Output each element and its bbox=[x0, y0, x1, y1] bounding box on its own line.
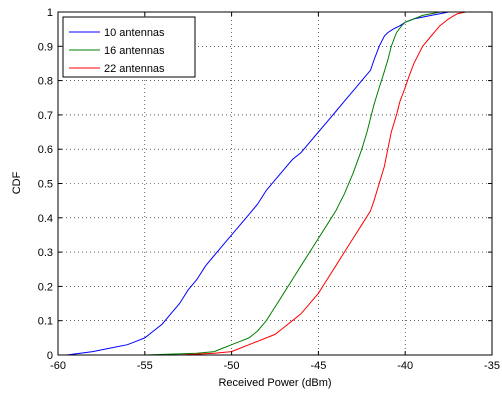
series-group bbox=[66, 11, 467, 356]
y-tick-label: 0.7 bbox=[38, 110, 53, 122]
y-tick-label: 0.4 bbox=[38, 213, 53, 225]
legend-label-3: 22 antennas bbox=[104, 63, 165, 75]
ticks: -60 -55 -50 -45 -40 -35 0 0.1 0.2 0.3 0.4 0.5 0.6 0.7… bbox=[38, 7, 500, 372]
y-tick-label: 0 bbox=[47, 350, 53, 362]
y-tick-label: 0.5 bbox=[38, 179, 53, 191]
x-tick-label: -55 bbox=[137, 360, 153, 372]
y-axis-label: CDF bbox=[11, 171, 23, 194]
x-tick-label: -45 bbox=[310, 360, 326, 372]
y-tick-label: 0.6 bbox=[38, 144, 53, 156]
y-tick-label: 0.3 bbox=[38, 247, 53, 259]
x-tick-label: -40 bbox=[397, 360, 413, 372]
y-tick-label: 0.1 bbox=[38, 316, 53, 328]
x-tick-label: -35 bbox=[484, 360, 500, 372]
legend: 10 antennas 16 antennas 22 antennas bbox=[62, 16, 196, 78]
y-tick-label: 0.2 bbox=[38, 281, 53, 293]
y-tick-label: 1 bbox=[47, 7, 53, 19]
legend-label-1: 10 antennas bbox=[104, 27, 165, 39]
x-tick-label: -60 bbox=[50, 360, 66, 372]
x-tick-label: -50 bbox=[224, 360, 240, 372]
legend-box bbox=[62, 16, 196, 78]
x-axis-label: Received Power (dBm) bbox=[218, 377, 331, 389]
series-line-1 bbox=[66, 11, 458, 356]
series-line-2 bbox=[144, 11, 449, 356]
y-tick-label: 0.9 bbox=[38, 41, 53, 53]
legend-label-2: 16 antennas bbox=[104, 45, 165, 57]
series-line-3 bbox=[179, 11, 467, 356]
y-tick-label: 0.8 bbox=[38, 76, 53, 88]
